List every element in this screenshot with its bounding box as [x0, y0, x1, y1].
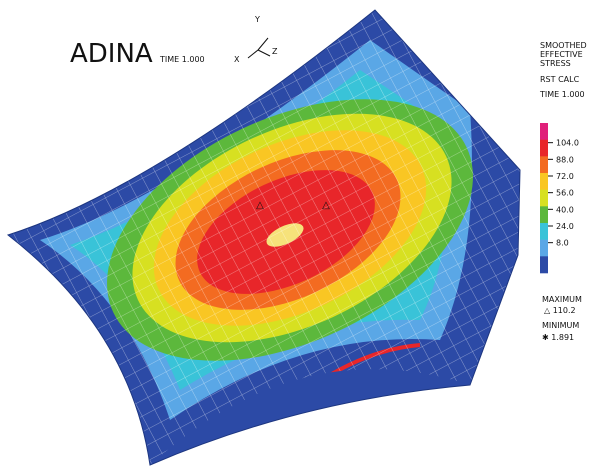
- color-band: [540, 123, 548, 140]
- min-value: ✱ 1.891: [542, 333, 574, 342]
- max-label: MAXIMUM: [542, 295, 582, 304]
- svg-text:△: △: [256, 200, 264, 211]
- triad-y: Y: [254, 15, 260, 24]
- program-name: ADINA: [70, 39, 153, 69]
- legend-title: SMOOTHED: [540, 41, 587, 50]
- legend-tick-label: 104.0: [556, 139, 579, 148]
- legend-title: EFFECTIVE: [540, 50, 583, 59]
- color-band: [540, 190, 548, 207]
- min-label: MINIMUM: [542, 321, 579, 330]
- legend-tick-label: 40.0: [556, 205, 574, 214]
- time-label: TIME 1.000: [159, 55, 205, 64]
- screenshot: △ △ ADINA TIME 1.000 Y X Z SMOOTHED EFFE…: [0, 0, 598, 468]
- model: △ △: [0, 0, 598, 468]
- triad-x: X: [234, 55, 240, 64]
- svg-text:△: △: [322, 200, 330, 211]
- legend-time: TIME 1.000: [539, 90, 585, 99]
- legend-tick-label: 72.0: [556, 172, 574, 181]
- color-band: [540, 223, 548, 240]
- color-band: [540, 240, 548, 257]
- color-band: [540, 206, 548, 223]
- axis-triad: Y X Z: [234, 15, 278, 64]
- triad-z: Z: [272, 47, 278, 56]
- legend-title: STRESS: [540, 59, 571, 68]
- legend-tick-label: 88.0: [556, 155, 574, 164]
- color-band: [540, 156, 548, 173]
- legend: SMOOTHED EFFECTIVE STRESS RST CALC TIME …: [539, 41, 587, 342]
- color-band: [540, 256, 548, 273]
- color-band: [540, 173, 548, 190]
- legend-tick-label: 24.0: [556, 222, 574, 231]
- legend-tick-label: 56.0: [556, 189, 574, 198]
- legend-result: RST CALC: [540, 75, 580, 84]
- color-band: [540, 140, 548, 157]
- legend-tick-label: 8.0: [556, 239, 569, 248]
- max-value: △ 110.2: [544, 306, 576, 315]
